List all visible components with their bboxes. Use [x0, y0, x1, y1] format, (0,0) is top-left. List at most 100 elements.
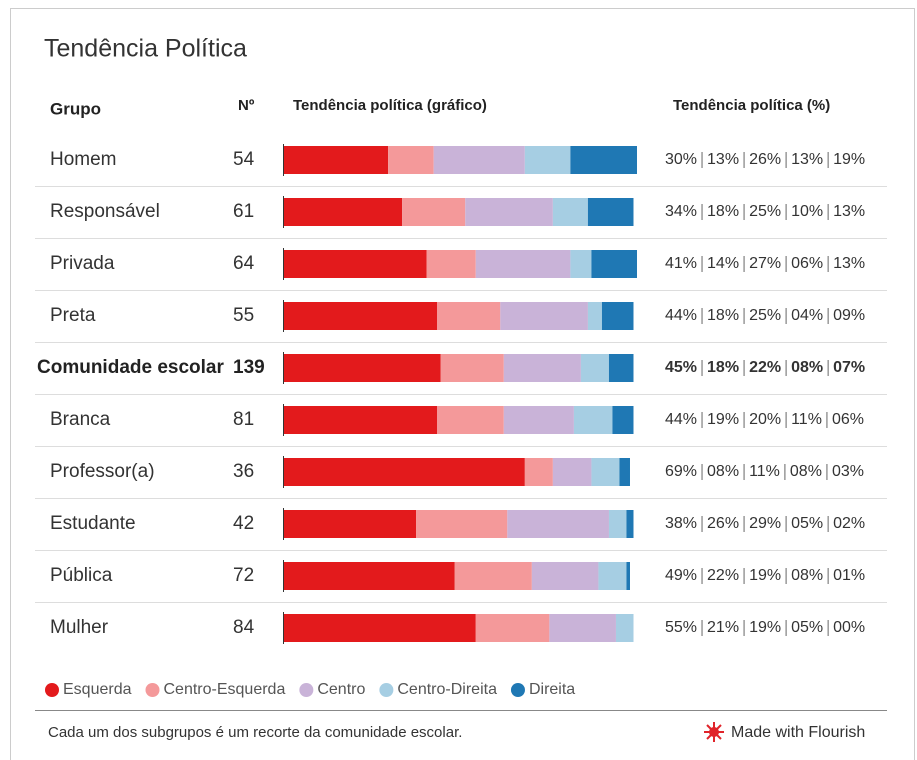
value-label: 04% [791, 307, 823, 324]
value-label: 25% [749, 307, 781, 324]
value-label: 08% [791, 359, 823, 376]
bar-segment [573, 406, 613, 434]
column-header: Tendência política (%) [673, 97, 830, 114]
count-label: 72 [233, 565, 254, 586]
value-label: 25% [749, 203, 781, 220]
legend-swatch [379, 683, 394, 697]
category-label: Pública [50, 565, 113, 586]
legend-label: Centro-Direita [397, 681, 497, 698]
bar-segment [552, 458, 592, 486]
column-header: Nº [238, 97, 255, 114]
value-label: 08% [707, 463, 739, 480]
chart-title: Tendência Política [44, 35, 247, 63]
bar-segment [454, 562, 532, 590]
bar-segment [283, 406, 438, 434]
category-label: Branca [50, 409, 111, 430]
bar-segment [591, 458, 620, 486]
count-label: 55 [233, 305, 254, 326]
legend-label: Direita [529, 681, 575, 698]
value-label: 13% [707, 151, 739, 168]
value-label: 44% [665, 307, 697, 324]
category-label: Homem [50, 149, 117, 170]
value-label: 06% [832, 411, 864, 428]
bar-segment [283, 458, 525, 486]
bar-segment [503, 354, 581, 382]
bar-segment [524, 458, 553, 486]
bar-segment [283, 354, 441, 382]
bar-segment [626, 510, 634, 538]
category-label: Privada [50, 253, 115, 274]
bar-segment [388, 146, 434, 174]
bar-segment [524, 146, 571, 174]
legend-label: Centro-Esquerda [164, 681, 286, 698]
category-label: Comunidade escolar [37, 357, 224, 378]
legend-label: Esquerda [63, 681, 132, 698]
value-label: 10% [791, 203, 823, 220]
legend-swatch [45, 683, 59, 697]
bar-segment [283, 198, 403, 226]
value-label: 08% [790, 463, 822, 480]
value-label: 22% [749, 359, 781, 376]
value-label: 34% [665, 203, 697, 220]
value-label: 29% [749, 515, 781, 532]
count-label: 54 [233, 149, 255, 170]
value-label: 06% [791, 255, 823, 272]
count-label: 81 [233, 409, 254, 430]
count-label: 42 [233, 513, 254, 534]
bar-segment [465, 198, 553, 226]
bar-segment [426, 250, 476, 278]
value-label: 08% [791, 567, 823, 584]
category-label: Responsável [50, 201, 160, 222]
bar-segment [570, 250, 592, 278]
column-header: Grupo [50, 99, 101, 118]
value-label: 27% [749, 255, 781, 272]
bar-segment [587, 302, 602, 330]
value-label: 02% [833, 515, 865, 532]
legend-swatch [145, 683, 160, 697]
category-label: Preta [50, 305, 96, 326]
bar-segment [283, 510, 417, 538]
value-label: 00% [833, 619, 865, 636]
bar-segment [402, 198, 466, 226]
bar-segment [531, 562, 599, 590]
value-label: 05% [791, 619, 823, 636]
value-label: 13% [833, 203, 865, 220]
bar-segment [433, 146, 525, 174]
bar-segment [437, 302, 501, 330]
bar-segment [591, 250, 637, 278]
bar-segment [615, 614, 634, 642]
footnote: Cada um dos subgrupos é um recorte da co… [48, 724, 462, 741]
count-label: 61 [233, 201, 254, 222]
legend-label: Centro [317, 681, 365, 698]
category-label: Estudante [50, 513, 136, 534]
value-label: 38% [665, 515, 697, 532]
value-label: 21% [707, 619, 739, 636]
credit[interactable]: Made with Flourish [731, 724, 865, 741]
value-label: 03% [832, 463, 864, 480]
bar-segment [612, 406, 634, 434]
value-label: 05% [791, 515, 823, 532]
value-label: 01% [833, 567, 865, 584]
value-label: 07% [833, 359, 865, 376]
bar-segment [626, 562, 630, 590]
legend-swatch [510, 683, 525, 697]
value-label: 55% [665, 619, 697, 636]
value-label: 69% [665, 463, 697, 480]
value-label: 26% [707, 515, 739, 532]
bar-segment [475, 250, 571, 278]
bar-segment [598, 562, 627, 590]
value-label: 18% [707, 359, 739, 376]
bar-segment [283, 614, 476, 642]
value-label: 30% [665, 151, 697, 168]
value-label: 41% [665, 255, 697, 272]
bar-segment [619, 458, 630, 486]
value-label: 44% [665, 411, 697, 428]
bar-segment [500, 302, 588, 330]
bar-segment [283, 562, 455, 590]
bar-segment [507, 510, 609, 538]
bar-segment [549, 614, 616, 642]
bar-segment [283, 146, 389, 174]
bar-segment [437, 406, 504, 434]
bar-segment [608, 354, 634, 382]
